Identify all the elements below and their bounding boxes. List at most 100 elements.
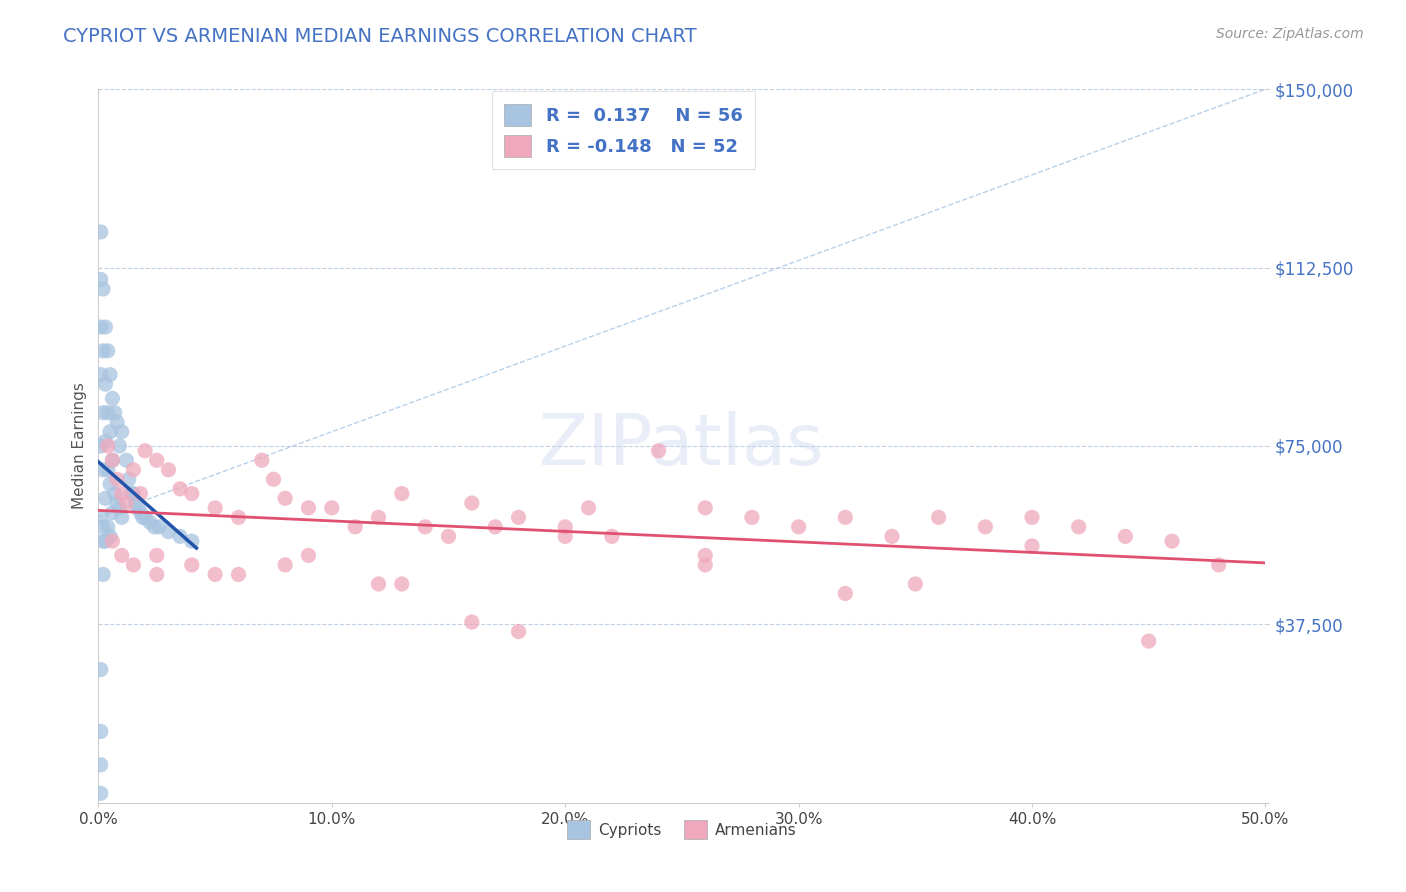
- Point: [180, 486, 202, 500]
- Point: [741, 510, 763, 524]
- Point: [297, 500, 319, 515]
- Point: [695, 558, 717, 572]
- Point: [787, 520, 810, 534]
- Point: [127, 500, 149, 515]
- Point: [228, 567, 250, 582]
- Point: [91, 406, 114, 420]
- Point: [94, 491, 117, 506]
- Point: [91, 282, 114, 296]
- Point: [91, 463, 114, 477]
- Point: [146, 453, 169, 467]
- Point: [143, 520, 166, 534]
- Point: [1137, 634, 1160, 648]
- Point: [139, 515, 162, 529]
- Point: [111, 510, 134, 524]
- Point: [97, 343, 120, 358]
- Point: [90, 757, 112, 772]
- Point: [554, 529, 576, 543]
- Point: [97, 406, 120, 420]
- Point: [94, 434, 117, 449]
- Point: [169, 529, 191, 543]
- Point: [148, 520, 170, 534]
- Point: [122, 463, 145, 477]
- Point: [122, 558, 145, 572]
- Point: [262, 472, 284, 486]
- Point: [90, 272, 112, 286]
- Point: [1114, 529, 1136, 543]
- Point: [115, 453, 138, 467]
- Point: [146, 567, 169, 582]
- Point: [974, 520, 997, 534]
- Text: CYPRIOT VS ARMENIAN MEDIAN EARNINGS CORRELATION CHART: CYPRIOT VS ARMENIAN MEDIAN EARNINGS CORR…: [63, 27, 697, 45]
- Point: [169, 482, 191, 496]
- Text: Source: ZipAtlas.com: Source: ZipAtlas.com: [1216, 27, 1364, 41]
- Point: [134, 443, 156, 458]
- Point: [274, 491, 297, 506]
- Point: [146, 549, 169, 563]
- Point: [834, 586, 856, 600]
- Point: [104, 486, 127, 500]
- Point: [101, 453, 124, 467]
- Point: [90, 439, 112, 453]
- Point: [108, 500, 131, 515]
- Point: [413, 520, 436, 534]
- Point: [97, 463, 120, 477]
- Point: [1021, 510, 1043, 524]
- Point: [180, 534, 202, 549]
- Point: [91, 567, 114, 582]
- Point: [98, 529, 121, 543]
- Point: [90, 724, 112, 739]
- Point: [94, 377, 117, 392]
- Point: [647, 443, 669, 458]
- Point: [1161, 534, 1184, 549]
- Point: [129, 486, 152, 500]
- Text: ZIPatlas: ZIPatlas: [538, 411, 825, 481]
- Point: [204, 567, 226, 582]
- Point: [129, 506, 152, 520]
- Point: [578, 500, 600, 515]
- Point: [98, 477, 121, 491]
- Point: [904, 577, 927, 591]
- Point: [695, 500, 717, 515]
- Point: [111, 549, 134, 563]
- Point: [554, 520, 576, 534]
- Point: [97, 520, 120, 534]
- Point: [880, 529, 903, 543]
- Point: [344, 520, 367, 534]
- Point: [508, 624, 530, 639]
- Point: [108, 439, 131, 453]
- Point: [101, 506, 124, 520]
- Point: [90, 320, 112, 334]
- Point: [508, 510, 530, 524]
- Point: [105, 472, 128, 486]
- Point: [98, 368, 121, 382]
- Y-axis label: Median Earnings: Median Earnings: [72, 383, 87, 509]
- Point: [122, 486, 145, 500]
- Point: [90, 225, 112, 239]
- Point: [111, 486, 134, 500]
- Point: [180, 558, 202, 572]
- Point: [111, 425, 134, 439]
- Point: [461, 615, 484, 629]
- Point: [91, 534, 114, 549]
- Point: [928, 510, 950, 524]
- Point: [132, 510, 155, 524]
- Point: [461, 496, 484, 510]
- Point: [90, 368, 112, 382]
- Point: [118, 472, 141, 486]
- Point: [600, 529, 623, 543]
- Point: [105, 415, 128, 429]
- Point: [321, 500, 343, 515]
- Point: [695, 549, 717, 563]
- Point: [125, 496, 148, 510]
- Point: [1208, 558, 1230, 572]
- Point: [91, 343, 114, 358]
- Point: [98, 425, 121, 439]
- Point: [134, 510, 156, 524]
- Point: [250, 453, 273, 467]
- Point: [157, 524, 180, 539]
- Point: [367, 510, 389, 524]
- Point: [834, 510, 856, 524]
- Point: [484, 520, 506, 534]
- Point: [94, 534, 117, 549]
